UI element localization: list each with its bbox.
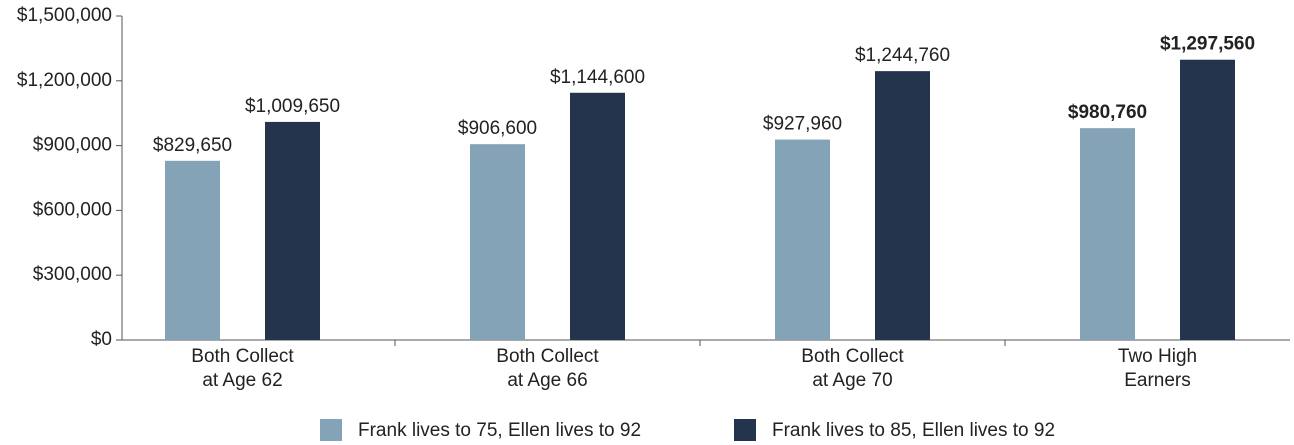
x-tick-label: at Age 66 — [507, 370, 587, 391]
bar — [165, 160, 220, 340]
value-label: $927,960 — [763, 114, 842, 135]
bar — [570, 92, 625, 340]
value-label: $1,244,760 — [855, 45, 950, 66]
x-tick-label: Two High — [1118, 346, 1197, 367]
x-tick-label: Both Collect — [801, 346, 904, 367]
bar — [265, 121, 320, 340]
y-tick-label: $1,200,000 — [17, 70, 112, 91]
bar — [875, 71, 930, 341]
x-tick-label: at Age 62 — [202, 370, 282, 391]
x-tick-label: at Age 70 — [812, 370, 892, 391]
bar — [775, 139, 830, 340]
value-label: $829,650 — [153, 135, 232, 156]
x-tick-label: Both Collect — [191, 346, 294, 367]
bar — [1180, 59, 1235, 340]
y-tick-label: $0 — [91, 329, 112, 350]
y-tick-label: $600,000 — [33, 199, 112, 220]
legend-label: Frank lives to 75, Ellen lives to 92 — [358, 420, 641, 441]
value-label: $1,297,560 — [1160, 34, 1255, 55]
legend-label: Frank lives to 85, Ellen lives to 92 — [772, 420, 1055, 441]
legend-swatch — [320, 419, 342, 441]
bar — [1080, 128, 1135, 340]
value-label: $980,760 — [1068, 102, 1147, 123]
bar — [470, 144, 525, 340]
x-tick-label: Earners — [1124, 370, 1191, 391]
y-tick-label: $300,000 — [33, 264, 112, 285]
x-tick-label: Both Collect — [496, 346, 599, 367]
y-tick-label: $900,000 — [33, 135, 112, 156]
value-label: $1,144,600 — [550, 67, 645, 88]
legend-swatch — [734, 419, 756, 441]
value-label: $1,009,650 — [245, 96, 340, 117]
value-label: $906,600 — [458, 118, 537, 139]
y-tick-label: $1,500,000 — [17, 5, 112, 26]
